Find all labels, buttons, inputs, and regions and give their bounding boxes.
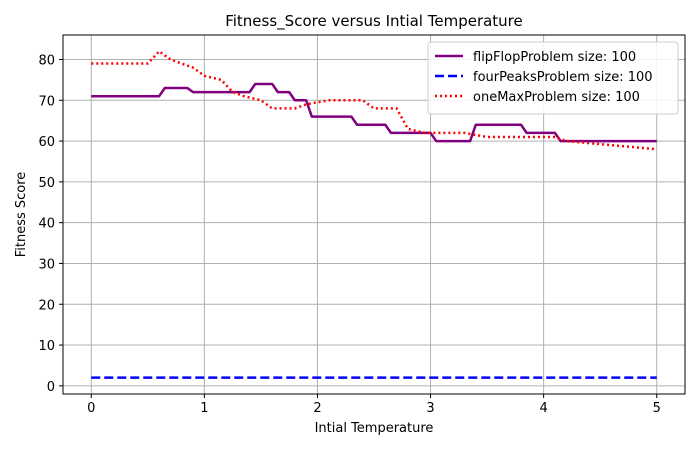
legend-box: [427, 41, 679, 115]
legend-label-0: flipFlopProblem size: 100: [473, 50, 636, 65]
legend-label-1: fourPeaksProblem size: 100: [473, 70, 653, 85]
y-tick-label: 0: [47, 380, 55, 395]
series-line-2: [91, 50, 657, 151]
y-tick-label: 10: [38, 339, 55, 354]
y-tick-label: 20: [38, 298, 55, 313]
y-tick-label: 80: [38, 53, 55, 68]
plot-frame: [62, 34, 686, 395]
y-tick-label: 60: [38, 135, 55, 150]
x-tick-label: 0: [87, 401, 95, 416]
y-axis-label: Fitness Score: [14, 172, 29, 258]
x-tick-label: 3: [426, 401, 434, 416]
series-layer: [91, 50, 657, 379]
x-tick-label: 1: [200, 401, 208, 416]
grid-layer: [63, 35, 685, 394]
chart-title: Fitness_Score versus Intial Temperature: [225, 12, 523, 31]
x-axis-label: Intial Temperature: [315, 421, 434, 436]
y-tick-label: 30: [38, 257, 55, 272]
x-tick-label: 5: [653, 401, 661, 416]
x-tick-label: 4: [539, 401, 547, 416]
legend: flipFlopProblem size: 100 fourPeaksProble…: [427, 41, 679, 115]
y-tick-label: 40: [38, 217, 55, 232]
series-line-0: [91, 82, 657, 143]
y-tick-label: 50: [38, 176, 55, 191]
y-tick-label: 70: [38, 94, 55, 109]
x-tick-label: 2: [313, 401, 321, 416]
legend-label-2: oneMaxProblem size: 100: [473, 90, 640, 105]
